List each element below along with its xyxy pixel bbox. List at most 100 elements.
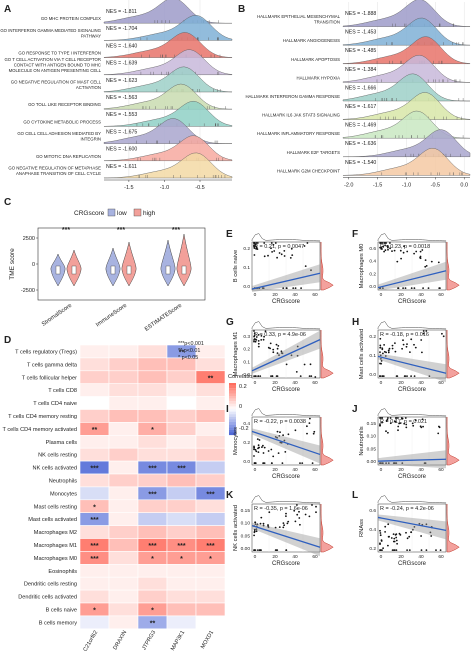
heatmap-row-label: NK cells activated [33, 466, 77, 472]
data-point [413, 287, 416, 289]
x-tick-label: 0 [254, 554, 257, 560]
data-point [255, 450, 258, 453]
data-point [382, 547, 384, 550]
heatmap-cell [108, 589, 139, 604]
data-point [253, 528, 256, 531]
data-point [402, 251, 405, 254]
data-point [384, 531, 386, 533]
nes-label: NES = -1.640 [106, 43, 137, 49]
data-point [275, 375, 278, 377]
legend-title: CRGscore [74, 210, 105, 217]
correlation-stat: R = -0.22, p = 0.0038 [254, 419, 306, 425]
data-point [259, 549, 261, 551]
x-tick-label: 40 [418, 380, 424, 386]
data-point [255, 375, 257, 377]
heatmap-star: * [93, 504, 96, 511]
colorbar-step [229, 416, 236, 420]
marginal-density-x [377, 233, 447, 242]
data-point [285, 363, 288, 366]
data-point [303, 245, 306, 247]
heatmap-star: *** [206, 543, 214, 550]
heatmap-cell [137, 357, 168, 372]
term-label: GO RESPONSE TO TYPE I INTERFERON [18, 51, 101, 56]
data-point [255, 528, 258, 530]
data-point [304, 265, 307, 267]
heatmap-star: * [151, 607, 154, 614]
data-point [253, 534, 256, 537]
violin-panel: CRGscore low high TME score 2500 0 -2500 *** Str… [9, 208, 206, 333]
data-point [257, 334, 260, 336]
data-point [397, 429, 399, 432]
data-point [298, 510, 300, 513]
colorbar-step [229, 411, 236, 415]
data-point [276, 352, 279, 354]
data-point [395, 462, 398, 464]
data-point [253, 254, 256, 256]
data-point [394, 534, 397, 536]
regression-line [377, 516, 447, 532]
data-point [269, 342, 272, 345]
data-point [380, 360, 383, 362]
data-point [387, 248, 389, 251]
data-point [393, 549, 395, 551]
colorbar-title: Correlation [228, 374, 255, 380]
nes-label: NES = -1.666 [345, 85, 376, 91]
heatmap-cell [166, 409, 197, 423]
boxplot [165, 265, 171, 275]
data-point [309, 417, 311, 420]
legend-swatch-high [133, 208, 142, 217]
data-point [253, 531, 256, 534]
heatmap-cell [137, 383, 168, 397]
y-tick-label: 0.10 [367, 434, 377, 440]
ridge-density [342, 147, 471, 176]
heatmap-cell [137, 344, 168, 359]
colorbar-tick: 0.2 [239, 384, 247, 390]
data-point [262, 452, 265, 454]
y-tick-label: -2500 [21, 288, 35, 294]
data-point [425, 265, 428, 267]
marginal-density-x [377, 321, 447, 330]
marginal-density-y [320, 242, 334, 291]
heatmap-cell [137, 447, 168, 462]
heatmap-row-label: Plasma cells [46, 440, 78, 446]
y-axis-label: Macrophages M0 [359, 244, 365, 289]
data-point [379, 346, 382, 349]
data-point [402, 287, 404, 289]
data-point [390, 537, 393, 539]
heatmap-cell [108, 460, 139, 475]
data-point [408, 549, 411, 551]
data-point [310, 269, 312, 272]
data-point [391, 347, 394, 350]
data-point [402, 343, 405, 346]
marginal-density-y [446, 417, 460, 466]
regression-line [377, 355, 447, 374]
data-point [405, 426, 408, 429]
term-label: HALLMARK APOPTOSIS [291, 57, 340, 62]
data-point [379, 242, 381, 244]
marginal-density-x [377, 408, 447, 417]
colorbar-step [229, 388, 236, 391]
x-tick-label: 0 [380, 292, 383, 298]
heatmap-cell [166, 512, 197, 526]
data-point [253, 242, 256, 244]
data-point [262, 524, 265, 527]
data-point [420, 549, 423, 551]
heatmap-row-label: T cells CD4 memory resting [8, 414, 77, 420]
data-point [280, 441, 283, 444]
y-tick-label: 0 [32, 262, 35, 268]
data-point [254, 462, 256, 464]
heatmap-panel: T cells regulatory (Tregs) **T cells gamm… [2, 341, 255, 653]
data-point [257, 446, 260, 449]
heatmap-cell [108, 473, 139, 488]
data-point [381, 417, 384, 419]
heatmap-star: * [209, 556, 212, 563]
heatmap-cell [137, 396, 168, 410]
data-point [301, 462, 304, 464]
heatmap-cell [166, 525, 197, 539]
data-point [256, 242, 259, 244]
data-point [437, 261, 440, 264]
data-point [283, 524, 285, 527]
data-point [380, 358, 382, 360]
data-point [280, 350, 283, 353]
data-point [262, 338, 265, 341]
